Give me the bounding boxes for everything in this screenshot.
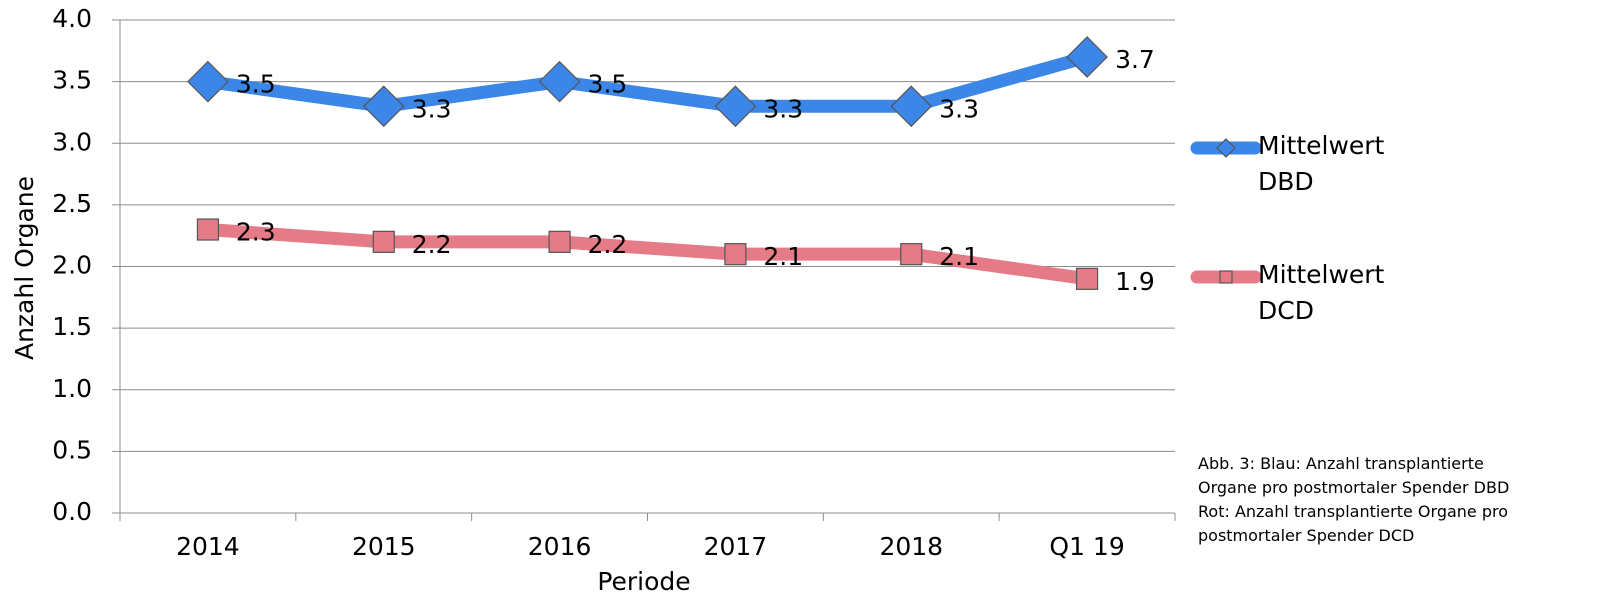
marker [548,230,571,253]
data-label: 2.1 [939,242,979,271]
x-tick-label: 2017 [704,532,768,561]
marker [714,85,757,128]
marker [196,218,220,241]
y-tick-label: 1.5 [52,312,92,341]
marker [1066,36,1108,78]
y-tick-label: 4.0 [52,4,92,33]
marker [538,60,581,103]
data-label: 3.5 [588,70,628,99]
y-tick-label: 0.5 [52,435,92,464]
legend-label: Mittelwert DBD [1258,131,1385,196]
y-tick-label: 1.0 [52,374,92,403]
legend-label: Mittelwert DCD [1258,260,1385,325]
data-label: 3.7 [1115,45,1155,74]
data-label: 2.2 [412,230,452,259]
x-tick-label: 2018 [879,532,943,561]
x-tick-label: 2016 [528,532,592,561]
data-label: 3.5 [236,70,276,99]
data-label: 1.9 [1115,267,1155,296]
marker [362,85,405,128]
x-tick-label: 2014 [176,532,240,561]
data-label: 2.1 [763,242,803,271]
data-label: 3.3 [939,94,979,123]
y-tick-label: 3.5 [52,66,92,95]
marker [890,85,933,128]
y-axis-title: Anzahl Organe [10,176,39,360]
y-tick-label: 2.0 [52,251,92,280]
x-tick-label: Q1 19 [1049,532,1124,561]
x-tick-label: 2015 [352,532,416,561]
y-tick-label: 3.0 [52,127,92,156]
y-tick-label: 2.5 [52,189,92,218]
x-axis-title: Periode [597,567,690,596]
marker [900,243,923,266]
series-line [207,50,1089,113]
annotation: Abb. 3: Blau: Anzahl transplantierte Org… [1198,454,1510,545]
marker [1075,267,1099,290]
marker [372,230,395,253]
marker [1219,270,1233,284]
marker [187,60,229,103]
data-label: 2.2 [588,230,628,259]
series-line [207,223,1088,286]
data-label: 3.3 [763,94,803,123]
y-tick-label: 0.0 [52,497,92,526]
marker [1216,138,1236,158]
data-label: 2.3 [236,218,276,247]
marker [724,243,747,266]
data-label: 3.3 [412,94,452,123]
